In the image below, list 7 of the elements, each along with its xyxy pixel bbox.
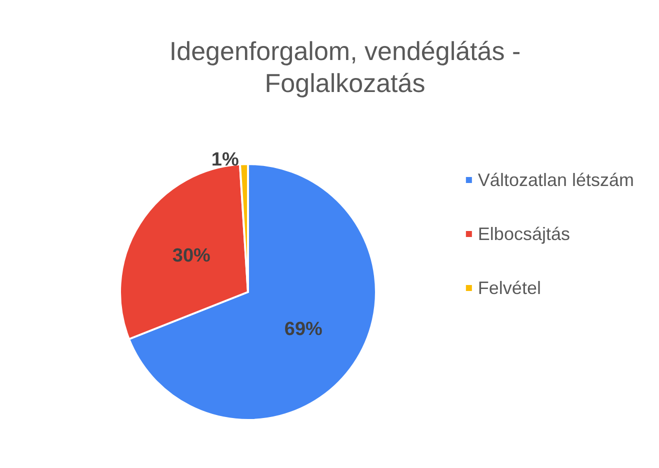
- legend-label: Felvétel: [478, 278, 541, 298]
- chart-title: Idegenforgalom, vendéglátás - Foglalkozatás: [169, 36, 521, 98]
- data-label: 30%: [172, 246, 211, 267]
- legend-label: Elbocsájtás: [478, 224, 570, 244]
- data-label: 1%: [211, 150, 239, 171]
- data-label: 69%: [284, 319, 323, 340]
- legend-label: Változatlan létszám: [478, 170, 634, 190]
